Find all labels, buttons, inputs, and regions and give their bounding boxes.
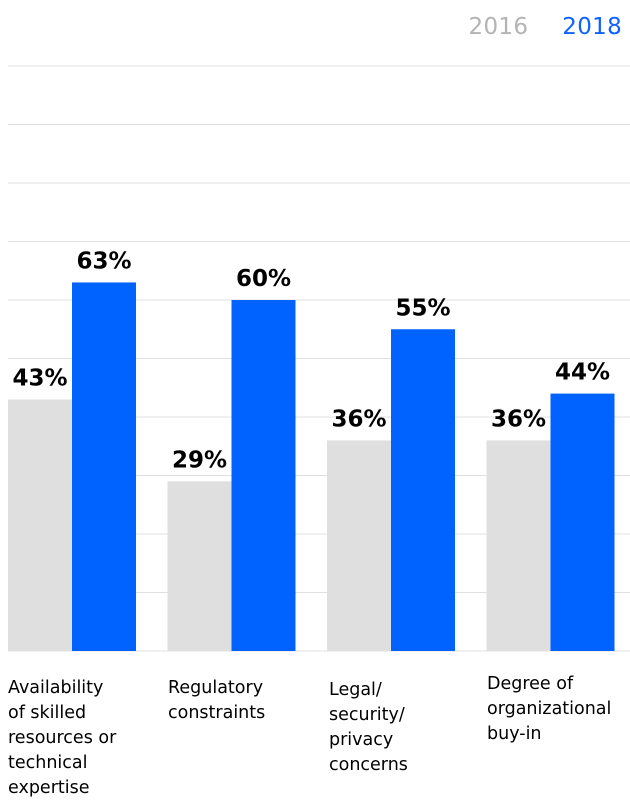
category-label-buy-in: Degree of organizational buy-in: [487, 672, 630, 747]
category-label-legal: Legal/ security/ privacy concerns: [329, 678, 479, 778]
bar-2016: [486, 440, 551, 651]
data-label-2016: 36%: [491, 406, 546, 432]
category-label-line: privacy: [329, 730, 394, 750]
legend: 2016 2018: [469, 14, 622, 40]
data-label-2018: 55%: [395, 295, 450, 321]
bar-2016: [327, 440, 391, 651]
bar-2018: [550, 393, 615, 651]
category-label-regulatory: Regulatory constraints: [168, 676, 318, 726]
bar-2016: [167, 481, 232, 651]
category-label-line: resources or: [8, 728, 117, 748]
data-label-2018: 44%: [555, 360, 610, 386]
legend-item-2016: 2016: [468, 14, 529, 40]
category-label-line: constraints: [168, 703, 266, 723]
bar-chart: 43% 29% 36% 36% 63% 60% 55% 44%: [8, 65, 630, 652]
data-label-2018: 63%: [76, 248, 131, 274]
category-label-line: technical: [8, 753, 88, 773]
legend-item-2018: 2018: [562, 14, 622, 40]
category-label-line: expertise: [8, 778, 90, 798]
category-label-line: Legal/: [329, 680, 382, 700]
category-label-line: buy-in: [487, 724, 542, 744]
category-label-line: Degree of: [487, 674, 574, 694]
category-label-availability: Availability of skilled resources or tec…: [8, 676, 158, 801]
data-label-2016: 36%: [331, 406, 386, 432]
category-label-line: organizational: [487, 699, 612, 719]
category-label-line: Regulatory: [168, 678, 264, 698]
category-label-line: Availability: [8, 678, 104, 698]
category-label-line: security/: [329, 705, 405, 725]
data-label-2016: 29%: [172, 447, 227, 473]
bar-2018: [391, 329, 455, 651]
data-label-2018: 60%: [236, 266, 291, 292]
bar-2018: [231, 300, 296, 651]
category-label-line: concerns: [329, 755, 408, 775]
data-label-2016: 43%: [12, 365, 67, 391]
bar-2016: [8, 399, 72, 651]
category-label-line: of skilled: [8, 703, 87, 723]
bar-2018: [72, 282, 136, 651]
